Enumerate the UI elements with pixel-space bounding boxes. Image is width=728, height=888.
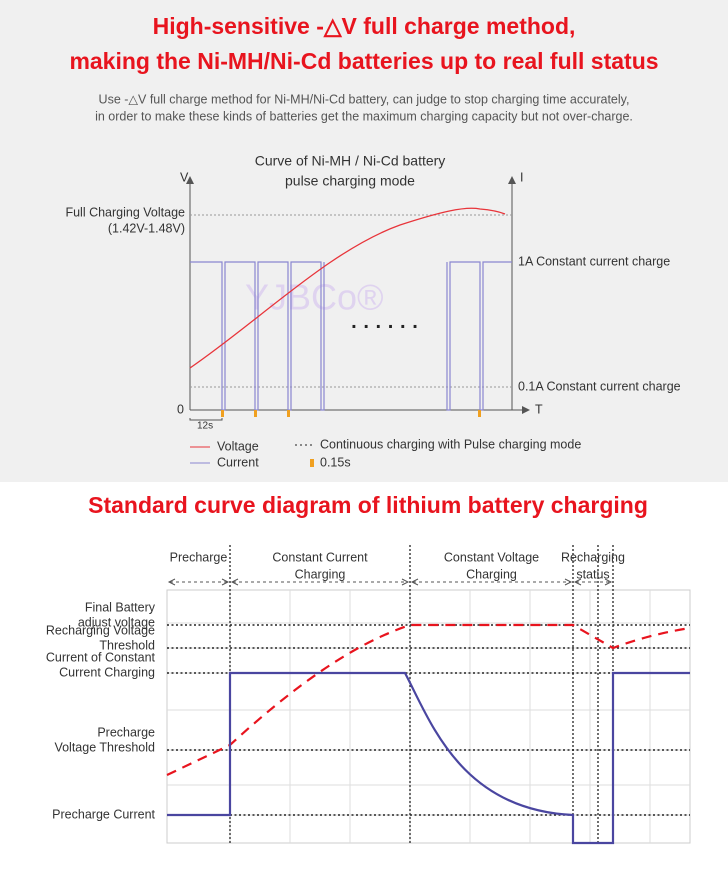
origin: 0 — [177, 402, 184, 416]
ellipsis: · · · · · · — [351, 316, 419, 338]
arrow-head — [604, 578, 613, 586]
arrow — [522, 406, 530, 414]
bracket — [189, 418, 223, 421]
arrow-head — [564, 578, 573, 586]
description: Use -△V full charge method for Ni-MH/Ni-… — [99, 92, 630, 106]
level-label: Voltage Threshold — [54, 740, 155, 754]
arrow-head — [230, 578, 239, 586]
lithium-curves — [166, 623, 691, 845]
pulse-mark — [254, 410, 257, 417]
current-curve — [167, 671, 690, 845]
level-label: Final Battery — [85, 600, 156, 614]
pulse-mark — [221, 410, 224, 417]
pulse-mark — [478, 410, 481, 417]
phase-label: Recharging — [561, 550, 625, 564]
label: 1A Constant current charge — [518, 254, 670, 268]
diagram-title: pulse charging mode — [285, 173, 415, 189]
axis-label: V — [180, 170, 189, 184]
legend-label: Voltage — [217, 439, 259, 453]
voltage-curve — [166, 623, 691, 776]
legend-label: Continuous charging with Pulse charging … — [320, 437, 581, 451]
level-label: Current Charging — [59, 665, 155, 679]
level-label: Precharge Current — [52, 807, 155, 821]
level-label: Current of Constant — [46, 650, 156, 664]
label: (1.42V-1.48V) — [108, 221, 185, 235]
arrow-head — [410, 578, 419, 586]
arrow-head — [573, 578, 582, 586]
phase-label: Charging — [295, 567, 346, 581]
title: High-sensitive -△V full charge method, — [153, 13, 576, 39]
phase-label: status — [576, 567, 609, 581]
phase-label: Constant Voltage — [444, 550, 539, 564]
nimh-diagram: YJBCo® Curve of Ni-MH / Ni-Cd battery pu… — [65, 153, 680, 470]
legend-swatch — [310, 459, 314, 467]
description: in order to make these kinds of batterie… — [95, 109, 633, 123]
level-label: adjust voltage — [78, 615, 155, 629]
phase-label: Charging — [466, 567, 517, 581]
title: making the Ni-MH/Ni-Cd batteries up to r… — [69, 48, 658, 74]
voltage-curve — [189, 207, 506, 369]
watermark: YJBCo® — [245, 277, 384, 318]
diagram-title: Curve of Ni-MH / Ni-Cd battery — [255, 153, 446, 169]
label: 0.1A Constant current charge — [518, 379, 681, 393]
level-label: Recharging Voltage — [46, 623, 155, 637]
axis-label: T — [535, 402, 543, 416]
legend-label: Current — [217, 455, 259, 469]
phase-label: Constant Current — [272, 550, 368, 564]
level-label: Precharge — [97, 725, 155, 739]
arrow — [186, 176, 194, 184]
arrow-head — [401, 578, 410, 586]
title: Standard curve diagram of lithium batter… — [88, 492, 648, 518]
level-label: Threshold — [99, 638, 155, 652]
arrow — [508, 176, 516, 184]
interval: 12s — [197, 421, 213, 432]
label: Full Charging Voltage — [65, 205, 185, 219]
grid-frame — [166, 589, 691, 844]
arrow-head — [221, 578, 230, 586]
lithium-diagram: Precharge Constant Current Charging Constan… — [46, 545, 691, 844]
axis-label: I — [520, 170, 523, 184]
legend-label: 0.15s — [320, 455, 351, 469]
arrow-head — [167, 578, 176, 586]
phase-label: Precharge — [170, 550, 228, 564]
pulse-mark — [287, 410, 290, 417]
